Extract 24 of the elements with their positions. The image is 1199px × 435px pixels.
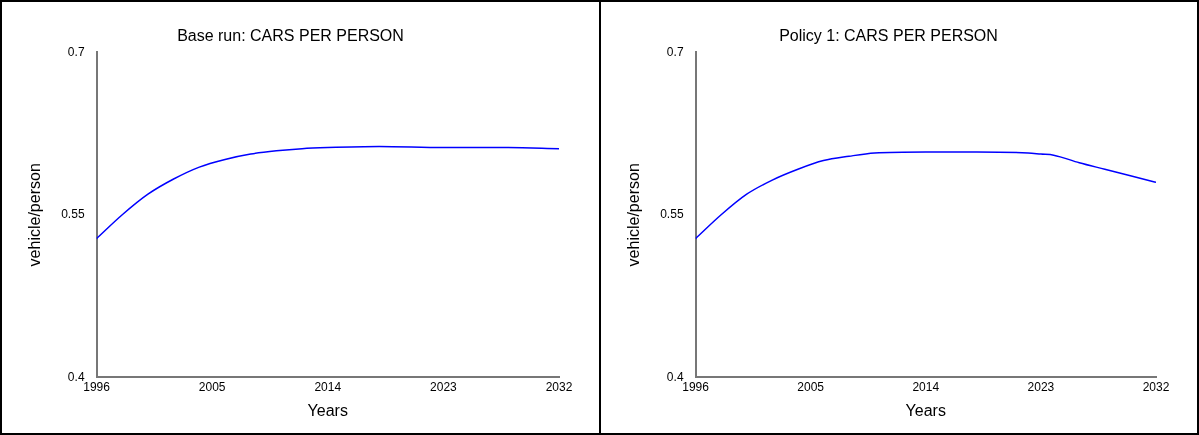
x-tick-label: 2032	[1142, 379, 1170, 394]
y-axis-title: vehicle/person	[26, 163, 44, 267]
y-tick-label: 0.4	[666, 369, 684, 384]
x-tick-label: 1996	[83, 379, 111, 394]
y-tick-label: 0.7	[67, 44, 85, 59]
line-series	[96, 145, 559, 240]
chart-title: Policy 1: CARS PER PERSON	[779, 27, 998, 45]
y-tick-label: 0.4	[67, 369, 85, 384]
x-axis-title: Years	[307, 401, 348, 419]
x-axis-title: Years	[905, 401, 946, 419]
x-tick-label: 2032	[545, 379, 573, 394]
x-tick-label: 2023	[1027, 379, 1055, 394]
x-tick-label: 2014	[912, 379, 940, 394]
x-tick-label: 2023	[430, 379, 458, 394]
x-tick-label: 2014	[314, 379, 342, 394]
x-tick-label: 2005	[198, 379, 226, 394]
x-tick-label: 2005	[797, 379, 825, 394]
y-tick-label: 0.7	[666, 44, 684, 59]
line-series	[695, 151, 1156, 240]
y-tick-label: 0.55	[61, 207, 85, 222]
y-axis-title: vehicle/person	[625, 163, 643, 267]
chart-title: Base run: CARS PER PERSON	[177, 27, 404, 45]
y-tick-label: 0.55	[660, 207, 684, 222]
x-tick-label: 1996	[682, 379, 710, 394]
